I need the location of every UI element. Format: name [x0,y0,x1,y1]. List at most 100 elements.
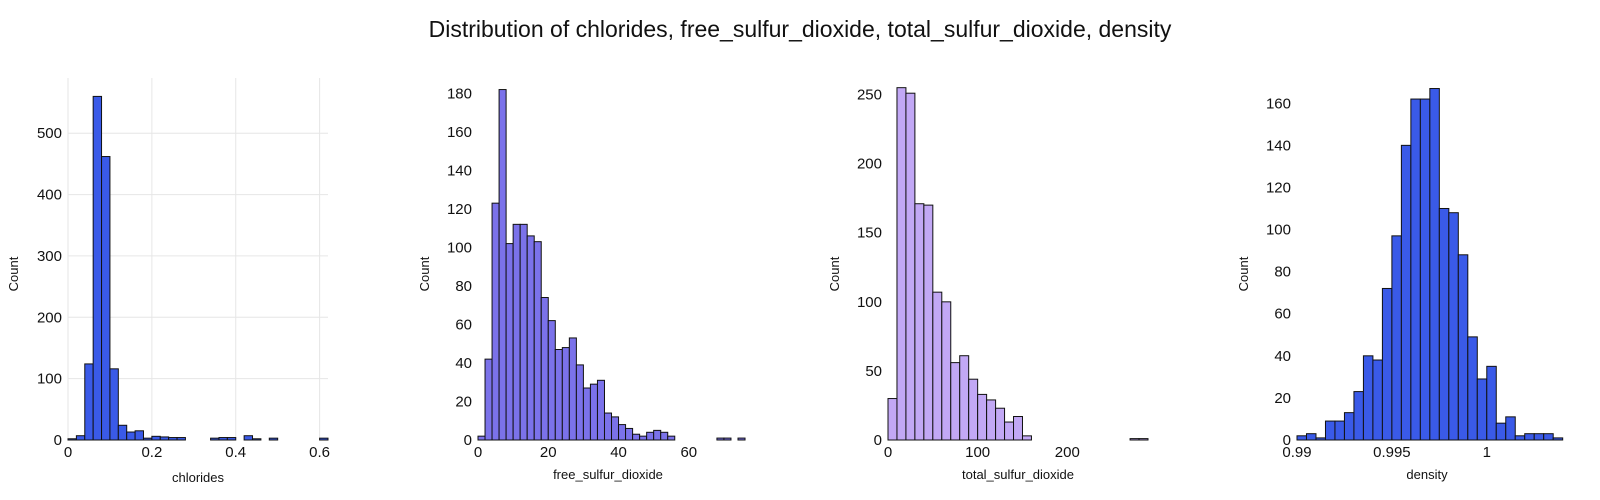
histogram-bar [176,437,186,441]
histogram-bar [589,383,598,441]
y-tick-label: 60 [1274,306,1291,323]
histogram-bar [109,368,119,441]
histogram-bar [1013,416,1023,441]
panel-2: 0 20 40 60 80 100 120 140 160 180 0 20 40 60 free_sulf… [417,85,746,482]
y-tick-label: 0 [464,432,472,449]
histogram-bar [151,435,161,441]
histogram-bar [554,349,563,441]
x-axis-label: density [1406,467,1448,482]
histogram-bar [67,438,77,441]
histogram-bar [1448,212,1459,441]
histogram-bar [1305,433,1317,441]
histogram-bar [1552,437,1564,441]
x-tick-label: 1 [1483,444,1491,461]
y-tick-label: 400 [37,187,62,204]
y-tick-label: 80 [1274,264,1291,281]
y-tick-label: 0 [54,432,62,449]
histogram-bar [603,412,613,441]
histogram-bar [618,424,627,441]
histogram-bar [977,393,988,441]
histogram-bar [1391,235,1402,441]
y-tick-label: 120 [1266,179,1291,196]
histogram-bar [226,437,237,441]
histogram-bar [950,362,961,441]
histogram-bar [84,363,94,441]
x-axis-label: free_sulfur_dioxide [553,467,663,482]
histogram-bar [1467,336,1478,441]
histogram-bar [1419,98,1431,441]
histogram-bar [101,156,111,441]
x-tick-label: 0.4 [225,444,246,461]
y-tick-label: 140 [447,162,472,179]
y-tick-label: 160 [447,124,472,141]
x-tick-label: 0 [884,444,892,461]
histogram-bar [914,203,925,441]
x-tick-label: 200 [1055,444,1080,461]
histogram-bar [268,437,279,441]
histogram-bar [484,358,493,441]
histogram-bar [568,337,577,441]
histogram-bar [159,436,170,441]
y-tick-label: 80 [455,278,472,295]
y-axis-label: Count [417,256,432,291]
y-tick-label: 0 [1283,432,1291,449]
y-tick-label: 180 [447,85,472,102]
histogram-bar [1353,391,1364,441]
histogram-bar [932,291,943,441]
histogram-bar [986,399,997,441]
histogram-bar [667,435,676,441]
histogram-bar [995,407,1006,441]
histogram-bar [639,435,648,441]
histogram-bar [660,431,669,441]
y-axis-label: Count [1236,256,1251,291]
x-tick-label: 0.995 [1373,444,1411,461]
histogram-bar [505,243,514,441]
histogram-bar [1296,435,1307,441]
histogram-bar [1004,421,1015,441]
x-tick-label: 0.99 [1282,444,1311,461]
histogram-bar [716,437,725,441]
histogram-bar [653,429,662,441]
histogram-bar [596,379,605,441]
y-tick-label: 20 [455,393,472,410]
y-tick-label: 250 [857,87,882,104]
histogram-bar [1505,416,1516,441]
histogram-bar [1476,378,1488,441]
histogram-bar [1410,98,1421,441]
histogram-bar [1315,437,1326,441]
panel-3: 0 50 100 150 200 250 0 100 200 total_sulfur_dioxi… [827,87,1149,482]
histogram-bar [1021,435,1032,441]
histogram-bar [319,437,329,441]
y-axis-label: Count [6,256,21,291]
figure-title: Distribution of chlorides, free_sulfur_d… [428,16,1172,42]
histogram-bar [896,87,907,441]
histogram-bar [498,89,507,441]
histogram-bar [1524,433,1535,441]
x-axis-label: chlorides [172,470,225,485]
histogram-bar [168,437,178,441]
histogram-bar [1429,88,1440,441]
x-tick-label: 0.6 [309,444,330,461]
x-tick-label: 0 [474,444,482,461]
histogram-bar [646,431,655,441]
histogram-bar [92,95,103,441]
histogram-bar [1381,287,1393,441]
histogram-bar [243,435,254,441]
histogram-bar [519,223,528,441]
histogram-bar [1438,207,1450,441]
y-tick-label: 50 [865,363,882,380]
y-tick-label: 60 [455,316,472,333]
x-tick-label: 20 [540,444,557,461]
y-tick-label: 0 [874,432,882,449]
x-tick-label: 0 [64,444,72,461]
histogram-bar [1457,254,1469,441]
histogram-bar [547,320,556,441]
histogram-bar [134,430,144,441]
y-tick-label: 200 [857,156,882,173]
histogram-bar [1514,435,1526,441]
histogram-bar [968,378,979,441]
histogram-bar [1334,420,1345,441]
panel-1: 0 100 200 300 400 500 0 0.2 0.4 0.6 chlorides Count [6,78,330,485]
x-tick-label: 60 [680,444,697,461]
histogram-bar [1362,355,1374,441]
